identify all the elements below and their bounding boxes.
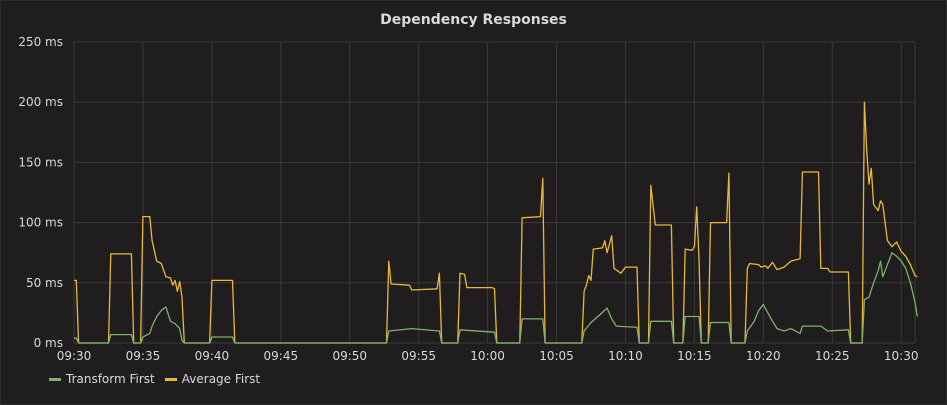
x-tick-label: 09:50 [332,349,367,363]
x-tick-label: 10:30 [884,349,919,363]
legend-item-average-first[interactable]: Average First [164,372,261,386]
x-tick-label: 09:45 [264,349,299,363]
legend-item-transform-first[interactable]: Transform First [49,372,155,386]
x-tick-label: 10:05 [539,349,574,363]
x-tick-label: 10:10 [608,349,643,363]
x-tick-label: 09:30 [57,349,92,363]
y-tick-label: 100 ms [18,216,63,230]
x-axis: 09:30 09:35 09:40 09:45 09:50 09:55 10:00 10:05… [57,349,919,363]
series-line-average-first[interactable] [74,101,918,344]
chart-legend: Transform First Average First [49,372,270,386]
y-tick-label: 0 ms [34,336,63,350]
y-tick-label: 250 ms [18,35,63,49]
x-tick-label: 10:00 [470,349,505,363]
x-tick-label: 09:35 [126,349,161,363]
panel-title[interactable]: Dependency Responses [380,12,567,28]
x-tick-label: 10:25 [815,349,850,363]
x-tick-label: 09:55 [401,349,436,363]
legend-swatch-transform-first [49,377,61,381]
chart-series [74,101,918,344]
y-axis: 0 ms 50 ms 100 ms 150 ms 200 ms 250 ms [18,35,63,350]
legend-label-transform-first: Transform First [66,372,155,386]
y-tick-label: 150 ms [18,155,63,169]
series-line-transform-first[interactable] [74,252,918,344]
chart-grid [73,41,916,344]
legend-swatch-average-first [164,377,177,381]
y-tick-label: 50 ms [26,276,63,290]
x-tick-label: 09:40 [195,349,230,363]
legend-label-average-first: Average First [181,372,261,386]
y-tick-label: 200 ms [18,95,63,109]
x-tick-label: 10:15 [677,349,712,363]
x-tick-label: 10:20 [746,349,781,363]
